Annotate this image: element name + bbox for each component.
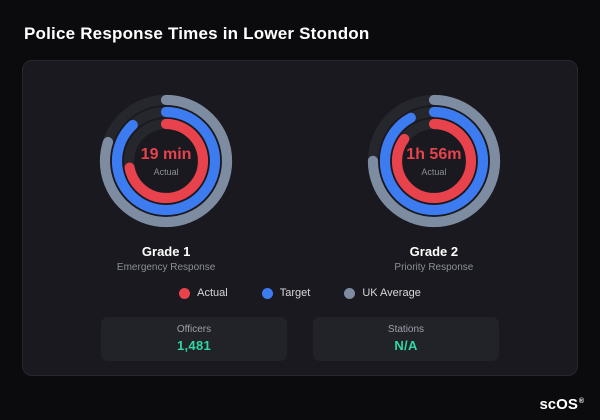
legend-label-uk-average: UK Average xyxy=(362,287,421,299)
legend-dot-actual-icon xyxy=(179,287,191,299)
page-title: Police Response Times in Lower Stondon xyxy=(24,24,370,43)
gauge-rings-grade-2: 1h 56m Actual xyxy=(360,87,508,235)
grade-2-title: Grade 2 xyxy=(409,244,459,259)
legend-label-actual: Actual xyxy=(197,287,228,299)
stat-value-officers: 1,481 xyxy=(176,338,212,353)
legend-dot-uk-average-icon xyxy=(344,287,356,299)
legend-item-uk-average[interactable]: UK Average xyxy=(344,287,421,299)
dashboard-page: Police Response Times in Lower Stondon 1… xyxy=(22,24,584,413)
response-times-card: 19 min Actual Grade 1 Emergency Response… xyxy=(22,60,578,376)
grade-1-subtitle: Emergency Response xyxy=(116,262,216,273)
stat-label-stations: Stations xyxy=(387,324,425,335)
stat-label-officers: Officers xyxy=(176,324,212,335)
chart-legend: Actual Target UK Average xyxy=(23,287,577,299)
stat-tile-stations: Stations N/A xyxy=(313,317,499,361)
gauge-column-grade-2: 1h 56m Actual Grade 2 Priority Response xyxy=(309,87,558,273)
legend-label-target: Target xyxy=(279,287,311,299)
stats-row: Officers 1,481 Stations N/A xyxy=(101,317,499,361)
gauge-center-grade-2: 1h 56m Actual xyxy=(360,87,508,235)
gauge-actual-value: 1h 56m xyxy=(406,145,462,163)
legend-item-target[interactable]: Target xyxy=(261,287,311,299)
legend-dot-target-icon xyxy=(261,287,273,299)
stat-tile-officers: Officers 1,481 xyxy=(101,317,287,361)
gauge-actual-value: 19 min xyxy=(140,145,192,163)
scos-logo: scOS® xyxy=(539,396,584,413)
gauge-center-grade-1: 19 min Actual xyxy=(92,87,240,235)
gauges-row: 19 min Actual Grade 1 Emergency Response… xyxy=(23,87,577,273)
scos-logo-text: scOS xyxy=(539,396,578,413)
gauge-actual-label: Actual xyxy=(421,166,447,177)
stat-value-stations: N/A xyxy=(394,338,418,353)
gauge-column-grade-1: 19 min Actual Grade 1 Emergency Response xyxy=(41,87,290,273)
registered-trademark-icon: ® xyxy=(578,398,584,405)
gauge-rings-grade-1: 19 min Actual xyxy=(92,87,240,235)
grade-1-title: Grade 1 xyxy=(141,244,191,259)
grade-2-subtitle: Priority Response xyxy=(394,262,474,273)
gauge-actual-label: Actual xyxy=(153,166,179,177)
legend-item-actual[interactable]: Actual xyxy=(179,287,228,299)
